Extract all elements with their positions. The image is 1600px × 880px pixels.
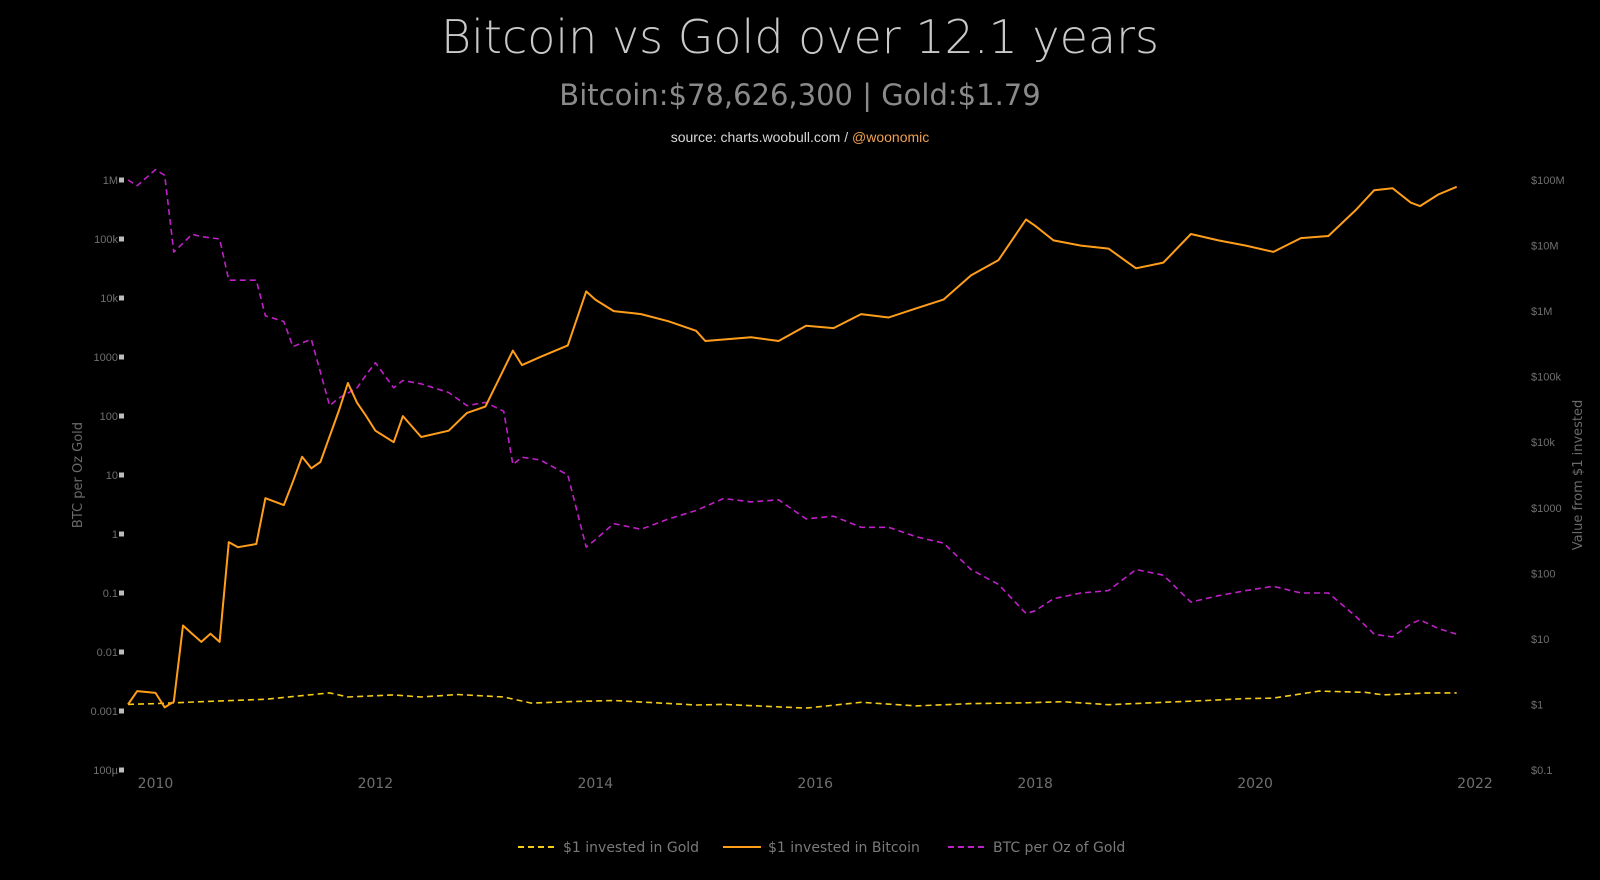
left-tick-label: 1M (103, 175, 118, 187)
x-tick-label: 2012 (358, 776, 394, 792)
right-tick-label: $1M (1531, 306, 1552, 318)
right-tick-label: $100 (1531, 568, 1555, 580)
x-tick-label: 2016 (797, 776, 833, 792)
left-tick-label: 10 (106, 470, 118, 482)
left-tick-label: 0.01 (97, 647, 118, 659)
legend-label: BTC per Oz of Gold (993, 840, 1125, 856)
right-tick-label: $10 (1531, 634, 1549, 646)
plot-area (127, 168, 1458, 709)
left-tick-label: 1 (112, 529, 118, 541)
legend[interactable]: $1 invested in Gold $1 invested in Bitcoi… (518, 840, 1125, 856)
x-tick-label: 2022 (1457, 776, 1493, 792)
left-tick-mark (119, 708, 124, 714)
right-tick-label: $100k (1531, 372, 1561, 384)
left-tick-mark (119, 590, 124, 596)
left-tick-mark (119, 767, 124, 773)
x-tick-label: 2014 (578, 776, 614, 792)
right-tick-label: $10M (1531, 241, 1559, 253)
left-tick-mark (119, 413, 124, 419)
right-tick-label: $100M (1531, 175, 1565, 187)
left-tick-label: 1000 (94, 352, 118, 364)
legend-item-gold[interactable]: $1 invested in Gold (518, 840, 699, 856)
left-axis-label: BTC per Oz Gold (71, 422, 86, 528)
right-tick-label: $1 (1531, 699, 1543, 711)
right-axis: $100M $10M $1M $100k $10k $1000 $100 $10 $1 $0.1 (1531, 175, 1565, 777)
x-axis: 2010 2012 2014 2016 2018 2020 2022 (138, 776, 1493, 792)
left-tick-mark (119, 295, 124, 301)
x-tick-label: 2018 (1017, 776, 1053, 792)
left-tick-label: 100µ (93, 765, 118, 777)
right-tick-label: $0.1 (1531, 765, 1552, 777)
left-tick-mark (119, 472, 124, 478)
legend-label: $1 invested in Bitcoin (768, 840, 920, 856)
legend-label: $1 invested in Gold (563, 840, 699, 856)
ratio-line (127, 168, 1457, 638)
source-text: source: charts.woobull.com / (670, 129, 853, 145)
legend-item-bitcoin[interactable]: $1 invested in Bitcoin (723, 840, 920, 856)
bitcoin-line (127, 185, 1458, 709)
left-tick-label: 0.001 (90, 706, 118, 718)
chart-title: Bitcoin vs Gold over 12.1 years (441, 10, 1159, 64)
left-tick-label: 100k (94, 234, 118, 246)
source-line: source: charts.woobull.com / @woonomic (0, 129, 1600, 145)
legend-item-ratio[interactable]: BTC per Oz of Gold (948, 840, 1125, 856)
right-tick-label: $1000 (1531, 503, 1562, 515)
left-tick-mark (119, 177, 124, 183)
x-tick-label: 2020 (1237, 776, 1273, 792)
left-tick-mark (119, 236, 124, 242)
left-tick-mark (119, 354, 124, 360)
left-tick-label: 0.1 (103, 588, 118, 600)
right-tick-label: $10k (1531, 437, 1555, 449)
gold-line (127, 690, 1457, 709)
right-axis-label: Value from $1 invested (1571, 400, 1586, 551)
left-tick-label: 100 (100, 411, 118, 423)
chart-subtitle: Bitcoin:$78,626,300 | Gold:$1.79 (559, 78, 1041, 112)
left-tick-mark (119, 649, 124, 655)
x-tick-label: 2010 (138, 776, 174, 792)
left-tick-label: 10k (100, 293, 118, 305)
source-handle-link[interactable]: @woonomic (852, 129, 930, 145)
left-axis: 1M 100k 10k 1000 100 10 1 0.1 0.01 0.001 100µ (90, 175, 124, 777)
left-tick-mark (119, 531, 124, 537)
